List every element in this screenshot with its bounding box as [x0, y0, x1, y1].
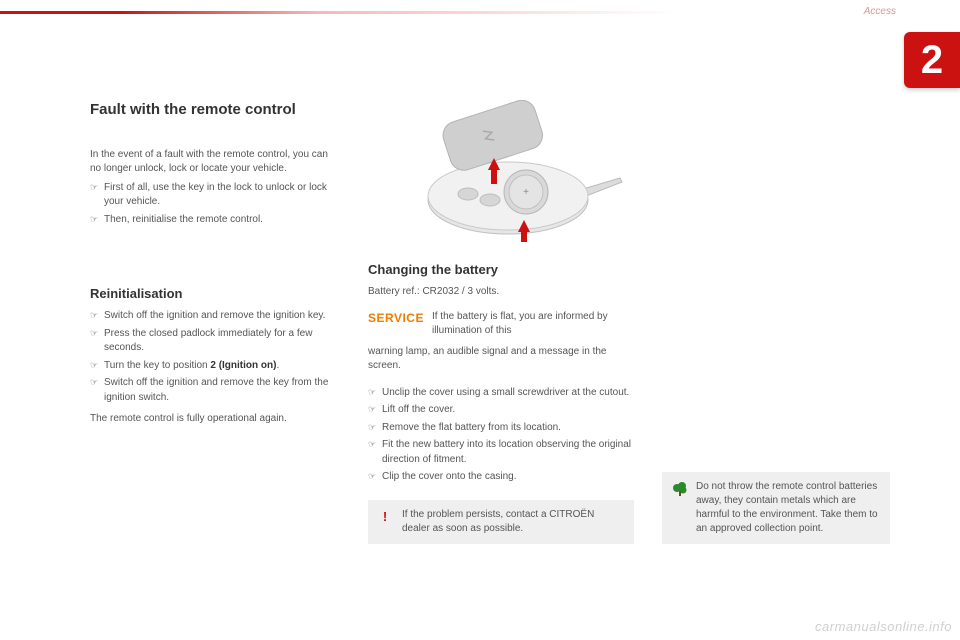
list-item: Press the closed padlock immediately for…: [90, 327, 340, 356]
watermark: carmanualsonline.info: [815, 619, 952, 634]
fault-intro: In the event of a fault with the remote …: [90, 148, 340, 177]
battery-ref: Battery ref.: CR2032 / 3 volts.: [368, 285, 634, 300]
top-bar: Access: [0, 0, 960, 26]
service-icon: SERVICE: [368, 310, 424, 327]
reinit-steps: Switch off the ignition and remove the i…: [90, 309, 340, 408]
list-item: Then, reinitialise the remote control.: [90, 213, 340, 228]
list-item: Lift off the cover.: [368, 403, 634, 418]
list-item: Switch off the ignition and remove the i…: [90, 309, 340, 324]
tree-icon: [672, 480, 688, 536]
chapter-badge: 2: [904, 32, 960, 88]
service-text-a: If the battery is flat, you are informed…: [432, 310, 634, 339]
warning-text: If the problem persists, contact a CITRO…: [402, 508, 624, 536]
list-item: Unclip the cover using a small screwdriv…: [368, 386, 634, 401]
fault-steps: First of all, use the key in the lock to…: [90, 181, 340, 231]
fault-title: Fault with the remote control: [90, 100, 340, 120]
environment-text: Do not throw the remote control batterie…: [696, 480, 880, 536]
reinit-title: Reinitialisation: [90, 286, 340, 301]
key-fob-svg: +: [368, 100, 628, 250]
col-left: Fault with the remote control In the eve…: [90, 100, 340, 544]
battery-steps: Unclip the cover using a small screwdriv…: [368, 386, 634, 488]
col-mid: +: [368, 100, 634, 544]
key-fob-illustration: +: [368, 100, 628, 250]
accent-fade: [120, 11, 680, 14]
svg-text:+: +: [523, 187, 529, 198]
list-item: Remove the flat battery from its locatio…: [368, 421, 634, 436]
service-text-b: warning lamp, an audible signal and a me…: [368, 345, 634, 374]
page: Access 2 Fault with the remote control I…: [0, 0, 960, 640]
content: Fault with the remote control In the eve…: [90, 100, 890, 544]
svg-text:!: !: [383, 509, 387, 523]
reinit-outro: The remote control is fully operational …: [90, 412, 340, 427]
list-item: First of all, use the key in the lock to…: [90, 181, 340, 210]
service-row: SERVICE If the battery is flat, you are …: [368, 310, 634, 339]
col-right: Do not throw the remote control batterie…: [662, 100, 890, 544]
environment-callout: Do not throw the remote control batterie…: [662, 472, 890, 544]
warning-callout: ! If the problem persists, contact a CIT…: [368, 500, 634, 544]
battery-title: Changing the battery: [368, 262, 634, 277]
list-item: Fit the new battery into its location ob…: [368, 438, 634, 467]
exclamation-icon: !: [378, 508, 394, 536]
breadcrumb: Access: [864, 6, 896, 17]
accent-bar: [0, 11, 120, 14]
list-item: Switch off the ignition and remove the k…: [90, 376, 340, 405]
list-item: Clip the cover onto the casing.: [368, 470, 634, 485]
list-item: Turn the key to position 2 (Ignition on)…: [90, 359, 340, 374]
